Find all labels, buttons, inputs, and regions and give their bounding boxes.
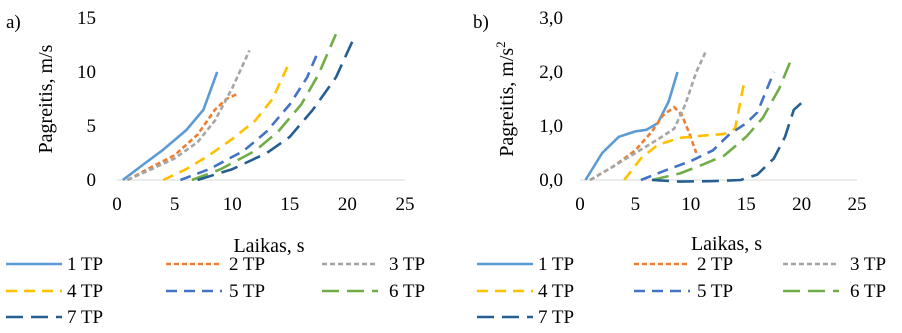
x-tick-label: 0 [575,194,585,215]
series-line-3 [126,49,251,182]
legend-item: 7 TP [6,307,103,328]
series-line-6 [651,58,793,182]
series-line-5 [179,49,320,182]
panel-label: a) [6,12,21,33]
legend-label: 4 TP [67,281,103,302]
y-tick-label: 2,0 [539,62,563,83]
legend-label: 3 TP [389,254,425,275]
series-line-7 [197,39,355,182]
legend-item: 3 TP [322,254,425,275]
legend-label: 7 TP [67,307,103,328]
legend-label: 1 TP [67,254,103,275]
legend-item: 5 TP [166,281,265,302]
legend-item: 2 TP [166,254,265,275]
legend-item: 2 TP [634,254,733,275]
y-tick-label: 0 [87,170,97,191]
legend-label: 7 TP [538,307,574,328]
legend-item: 3 TP [783,254,886,275]
x-tick-label: 5 [170,194,180,215]
legend-label: 6 TP [850,281,886,302]
y-tick-label: 5 [87,116,97,137]
series-line-4 [623,82,746,181]
x-tick-label: 20 [792,194,811,215]
legend-item: 4 TP [477,281,574,302]
legend-item: 1 TP [477,254,574,275]
x-tick-label: 15 [280,194,299,215]
legend-label: 2 TP [697,254,733,275]
legend-label: 5 TP [229,281,265,302]
legend-label: 6 TP [389,281,425,302]
x-tick-label: 20 [338,194,357,215]
series-line-4 [162,66,289,182]
y-tick-label: 15 [77,8,96,29]
x-tick-label: 0 [112,194,122,215]
legend-item: 7 TP [477,307,574,328]
legend-item: 5 TP [634,281,733,302]
chart-panel-b: b) 0 5 10 15 20 25 0,0 1,0 2,0 3,0 Laikas, s Pagreit… [473,8,886,328]
panel-label: b) [473,12,489,33]
y-tick-label: 3,0 [539,8,563,29]
legend-label: 2 TP [229,254,265,275]
x-tick-label: 10 [681,194,700,215]
chart-panel-a: a) 0 5 10 15 20 25 0 5 10 15 Laikas, s Pagreitis, m/… [6,8,425,328]
series-line-3 [589,49,708,182]
legend-label: 3 TP [850,254,886,275]
y-axis-title: Pagreitis, m/s [35,44,57,153]
series-line-1 [122,71,219,182]
y-tick-label: 10 [77,62,96,83]
x-tick-label: 25 [396,194,415,215]
x-tick-label: 10 [223,194,242,215]
x-tick-label: 25 [848,194,867,215]
series-line-2 [589,105,698,182]
x-axis-title: Laikas, s [233,235,304,257]
legend-item: 6 TP [783,281,886,302]
legend-item: 4 TP [6,281,103,302]
legend-label: 5 TP [697,281,733,302]
series-line-1 [584,71,679,181]
legend-label: 1 TP [538,254,574,275]
legend-label: 4 TP [538,281,574,302]
x-tick-label: 15 [737,194,756,215]
series-line-5 [640,71,776,182]
series-line-7 [651,100,808,183]
series-line-6 [191,33,338,182]
y-tick-label: 1,0 [539,116,563,137]
y-axis-title: Pagreitis, m/s2 [493,41,518,156]
y-tick-label: 0,0 [539,170,563,191]
legend-item: 1 TP [6,254,103,275]
x-tick-label: 5 [631,194,641,215]
legend-item: 6 TP [322,281,425,302]
x-axis-title: Laikas, s [691,233,762,255]
